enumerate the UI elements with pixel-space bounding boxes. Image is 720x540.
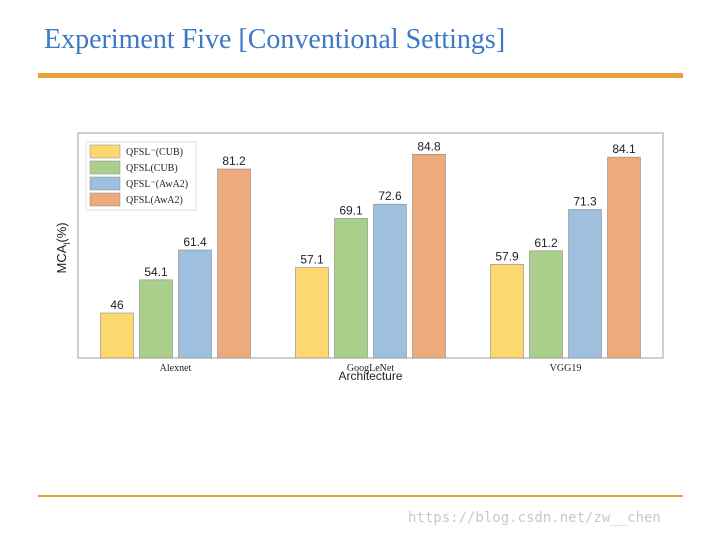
- bar: [607, 156, 641, 359]
- category-label: GoogLeNet: [347, 363, 394, 374]
- x-axis-label: Architecture: [338, 369, 402, 383]
- data-label: 69.1: [339, 204, 363, 218]
- bar: [139, 279, 173, 359]
- data-label: 57.9: [495, 249, 519, 263]
- bar: [100, 312, 134, 359]
- bar: [529, 250, 563, 359]
- data-label: 54.1: [144, 265, 168, 279]
- bar: [412, 153, 446, 359]
- bar: [178, 249, 212, 359]
- bar: [490, 264, 524, 359]
- legend-label: QFSL(AwA2): [126, 195, 183, 206]
- data-label: 46: [110, 298, 124, 312]
- data-label: 84.1: [612, 142, 636, 156]
- category-label: Alexnet: [160, 363, 192, 374]
- slide-title: Experiment Five [Conventional Settings]: [44, 24, 506, 55]
- bar: [295, 267, 329, 359]
- legend-label: QFSL⁻(AwA2): [126, 179, 188, 190]
- legend-swatch: [89, 144, 121, 159]
- data-label: 71.3: [573, 195, 597, 209]
- bar: [568, 209, 602, 359]
- title-divider: [38, 73, 683, 78]
- y-axis-label: MCAl(%): [54, 222, 72, 273]
- data-label: 57.1: [300, 253, 324, 267]
- bar: [334, 218, 368, 359]
- legend-swatch: [89, 176, 121, 191]
- bar: [217, 168, 251, 359]
- legend-swatch: [89, 192, 121, 207]
- legend-label: QFSL⁻(CUB): [126, 147, 183, 158]
- data-label: 72.6: [378, 189, 402, 203]
- data-label: 61.2: [534, 236, 558, 250]
- data-label: 61.4: [183, 235, 207, 249]
- footer-divider: [38, 495, 683, 497]
- legend-swatch: [89, 160, 121, 175]
- data-label: 81.2: [222, 154, 246, 168]
- data-label: 84.8: [417, 139, 441, 153]
- category-label: VGG19: [550, 363, 582, 374]
- legend-label: QFSL(CUB): [126, 163, 178, 174]
- bar: [373, 203, 407, 359]
- watermark: https://blog.csdn.net/zw__chen: [408, 510, 661, 526]
